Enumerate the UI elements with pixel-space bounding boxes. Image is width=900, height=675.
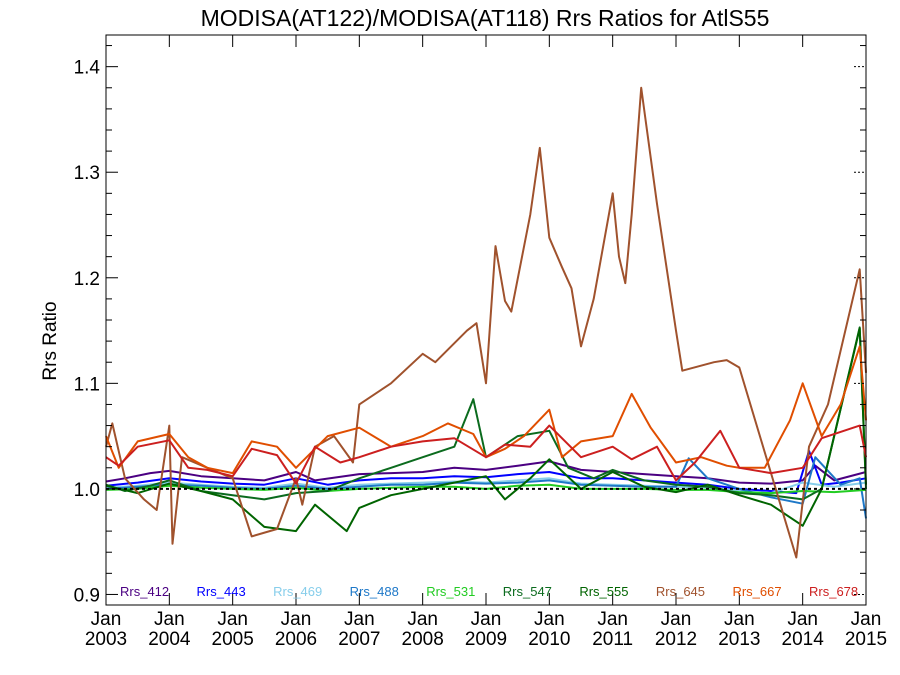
- x-tick-label-month: Jan: [851, 609, 882, 630]
- x-tick-label-year: 2008: [402, 629, 444, 650]
- legend-entry-rrs-645: Rrs_645: [656, 584, 705, 599]
- x-tick-label-year: 2014: [782, 629, 825, 650]
- legend-entry-rrs-555: Rrs_555: [579, 584, 628, 599]
- x-tick-label-year: 2006: [275, 629, 317, 650]
- x-tick-label-month: Jan: [407, 609, 438, 630]
- x-tick-label-year: 2012: [655, 629, 697, 650]
- x-tick-label-month: Jan: [724, 609, 755, 630]
- y-tick-label: 0.9: [74, 585, 100, 606]
- series-line-rrs-555: [105, 327, 867, 533]
- x-tick-label-month: Jan: [597, 609, 628, 630]
- legend-entry-rrs-488: Rrs_488: [350, 584, 399, 599]
- legend-entry-rrs-531: Rrs_531: [426, 584, 475, 599]
- x-tick-label-year: 2011: [592, 629, 633, 650]
- y-tick-label: 1.4: [74, 58, 101, 79]
- y-axis-label: Rrs Ratio: [40, 301, 61, 380]
- x-tick-label-year: 2015: [845, 629, 887, 650]
- y-tick-label: 1.1: [74, 374, 100, 395]
- y-tick-label: 1.2: [74, 269, 100, 290]
- x-tick-label-month: Jan: [344, 609, 375, 630]
- series-line-rrs-667: [105, 345, 867, 475]
- series-line-rrs-469: [105, 477, 867, 495]
- series-line-rrs-678: [105, 424, 867, 485]
- legend-entry-rrs-412: Rrs_412: [120, 584, 169, 599]
- y-tick-label: 1.3: [74, 163, 100, 184]
- x-tick-label-month: Jan: [217, 609, 248, 630]
- x-tick-label-year: 2013: [718, 629, 760, 650]
- legend-entry-rrs-469: Rrs_469: [273, 584, 322, 599]
- x-tick-label-year: 2009: [465, 629, 507, 650]
- series-layer: [105, 86, 867, 559]
- legend-entry-rrs-667: Rrs_667: [732, 584, 781, 599]
- x-tick-label-year: 2003: [85, 629, 127, 650]
- chart-title: MODISA(AT122)/MODISA(AT118) Rrs Ratios f…: [201, 5, 770, 31]
- ticks-layer: 0.91.01.11.21.31.4Jan2003Jan2004Jan2005J…: [74, 35, 887, 650]
- x-tick-label-month: Jan: [661, 609, 692, 630]
- x-tick-label-month: Jan: [91, 609, 122, 630]
- series-line-rrs-488: [105, 456, 867, 519]
- legend: Rrs_412 Rrs_443 Rrs_469 Rrs_488 Rrs_531 Rrs_5…: [120, 584, 858, 599]
- x-tick-label-year: 2007: [338, 629, 380, 650]
- x-tick-label-year: 2005: [212, 629, 254, 650]
- x-tick-label-month: Jan: [471, 609, 502, 630]
- x-tick-label-year: 2004: [148, 629, 191, 650]
- x-tick-label-month: Jan: [534, 609, 565, 630]
- legend-entry-rrs-678: Rrs_678: [809, 584, 858, 599]
- series-line-rrs-412: [105, 460, 867, 485]
- x-tick-label-month: Jan: [154, 609, 185, 630]
- plot-frame: [105, 34, 867, 606]
- y-tick-label: 1.0: [74, 480, 100, 501]
- x-tick-label-month: Jan: [281, 609, 312, 630]
- legend-entry-rrs-443: Rrs_443: [197, 584, 246, 599]
- x-tick-label-year: 2010: [528, 629, 570, 650]
- x-tick-label-month: Jan: [787, 609, 818, 630]
- legend-entry-rrs-547: Rrs_547: [503, 584, 552, 599]
